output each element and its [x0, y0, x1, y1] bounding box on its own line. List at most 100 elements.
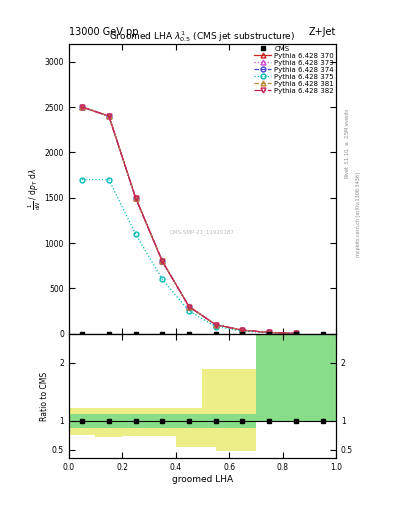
Pythia 6.428 382: [213, 322, 218, 328]
CMS: [80, 331, 84, 337]
Bar: [216, 414, 229, 428]
Pythia 6.428 373: [187, 304, 191, 310]
Bar: [176, 408, 202, 446]
Text: mcplots.cern.ch [arXiv:1306.3436]: mcplots.cern.ch [arXiv:1306.3436]: [356, 173, 361, 258]
Bar: [216, 369, 229, 451]
Pythia 6.428 373: [80, 104, 84, 110]
Pythia 6.428 370: [240, 327, 245, 333]
Line: Pythia 6.428 382: Pythia 6.428 382: [80, 104, 298, 336]
Pythia 6.428 370: [160, 258, 165, 264]
CMS: [133, 331, 138, 337]
Pythia 6.428 375: [294, 330, 298, 336]
Pythia 6.428 375: [267, 330, 272, 336]
Pythia 6.428 374: [160, 258, 165, 264]
CMS: [187, 331, 191, 337]
Bar: [69, 408, 95, 435]
Pythia 6.428 375: [213, 324, 218, 330]
Pythia 6.428 374: [133, 195, 138, 201]
Bar: [122, 414, 149, 428]
Pythia 6.428 382: [187, 304, 191, 310]
Text: 13000 GeV pp: 13000 GeV pp: [69, 27, 138, 37]
Bar: [256, 334, 336, 421]
Pythia 6.428 381: [160, 258, 165, 264]
Bar: [256, 334, 336, 421]
Pythia 6.428 373: [213, 322, 218, 328]
Pythia 6.428 370: [187, 304, 191, 310]
Pythia 6.428 374: [240, 327, 245, 333]
Line: Pythia 6.428 373: Pythia 6.428 373: [80, 104, 298, 336]
Pythia 6.428 381: [240, 327, 245, 333]
Bar: [122, 408, 149, 436]
CMS: [320, 331, 325, 337]
Pythia 6.428 381: [80, 104, 84, 110]
Pythia 6.428 374: [187, 304, 191, 310]
Pythia 6.428 373: [240, 327, 245, 333]
Pythia 6.428 382: [107, 113, 111, 119]
Pythia 6.428 375: [80, 177, 84, 183]
Pythia 6.428 382: [240, 327, 245, 333]
CMS: [240, 331, 245, 337]
CMS: [107, 331, 111, 337]
Pythia 6.428 382: [267, 329, 272, 335]
Pythia 6.428 370: [213, 322, 218, 328]
Pythia 6.428 381: [267, 329, 272, 335]
Bar: [69, 414, 95, 428]
CMS: [294, 331, 298, 337]
Pythia 6.428 374: [267, 329, 272, 335]
Pythia 6.428 373: [267, 329, 272, 335]
Pythia 6.428 382: [294, 330, 298, 336]
Pythia 6.428 375: [160, 276, 165, 283]
Line: CMS: CMS: [80, 331, 325, 336]
Line: Pythia 6.428 375: Pythia 6.428 375: [80, 177, 298, 336]
Line: Pythia 6.428 374: Pythia 6.428 374: [80, 104, 298, 336]
Bar: [176, 414, 202, 428]
Pythia 6.428 374: [294, 330, 298, 336]
Y-axis label: $\frac{1}{\mathrm{d}N}$ / $\mathrm{d}p_T$ $\mathrm{d}\lambda$: $\frac{1}{\mathrm{d}N}$ / $\mathrm{d}p_T…: [27, 168, 43, 209]
Pythia 6.428 382: [133, 195, 138, 201]
Pythia 6.428 375: [107, 177, 111, 183]
Pythia 6.428 381: [133, 195, 138, 201]
CMS: [267, 331, 272, 337]
Pythia 6.428 370: [107, 113, 111, 119]
Text: CMS-SMP-21_11920187: CMS-SMP-21_11920187: [170, 229, 235, 235]
Pythia 6.428 382: [80, 104, 84, 110]
Text: Z+Jet: Z+Jet: [309, 27, 336, 37]
Text: Rivet 3.1.10, $\geq$ 2.5M events: Rivet 3.1.10, $\geq$ 2.5M events: [344, 108, 351, 179]
Pythia 6.428 381: [213, 322, 218, 328]
Bar: [149, 408, 176, 436]
Bar: [202, 414, 216, 428]
Bar: [95, 414, 122, 428]
Bar: [229, 369, 242, 451]
Pythia 6.428 370: [267, 329, 272, 335]
Pythia 6.428 375: [240, 328, 245, 334]
Pythia 6.428 375: [187, 308, 191, 314]
Pythia 6.428 381: [187, 304, 191, 310]
Bar: [149, 414, 176, 428]
Pythia 6.428 370: [294, 330, 298, 336]
Pythia 6.428 374: [107, 113, 111, 119]
Pythia 6.428 373: [160, 258, 165, 264]
Title: Groomed LHA $\lambda^{1}_{0.5}$ (CMS jet substructure): Groomed LHA $\lambda^{1}_{0.5}$ (CMS jet…: [109, 29, 296, 44]
Bar: [242, 369, 256, 451]
Pythia 6.428 374: [213, 322, 218, 328]
Bar: [242, 414, 256, 428]
Pythia 6.428 374: [80, 104, 84, 110]
Pythia 6.428 382: [160, 258, 165, 264]
Bar: [202, 369, 216, 446]
Pythia 6.428 370: [133, 195, 138, 201]
Pythia 6.428 373: [107, 113, 111, 119]
Bar: [229, 414, 242, 428]
Line: Pythia 6.428 381: Pythia 6.428 381: [80, 104, 298, 336]
Pythia 6.428 375: [133, 231, 138, 237]
CMS: [160, 331, 165, 337]
Pythia 6.428 381: [294, 330, 298, 336]
Line: Pythia 6.428 370: Pythia 6.428 370: [80, 104, 298, 336]
Legend: CMS, Pythia 6.428 370, Pythia 6.428 373, Pythia 6.428 374, Pythia 6.428 375, Pyt: CMS, Pythia 6.428 370, Pythia 6.428 373,…: [254, 46, 334, 94]
Pythia 6.428 373: [294, 330, 298, 336]
Bar: [95, 408, 122, 437]
CMS: [213, 331, 218, 337]
Pythia 6.428 381: [107, 113, 111, 119]
Pythia 6.428 370: [80, 104, 84, 110]
Y-axis label: Ratio to CMS: Ratio to CMS: [40, 372, 49, 420]
X-axis label: groomed LHA: groomed LHA: [172, 475, 233, 484]
